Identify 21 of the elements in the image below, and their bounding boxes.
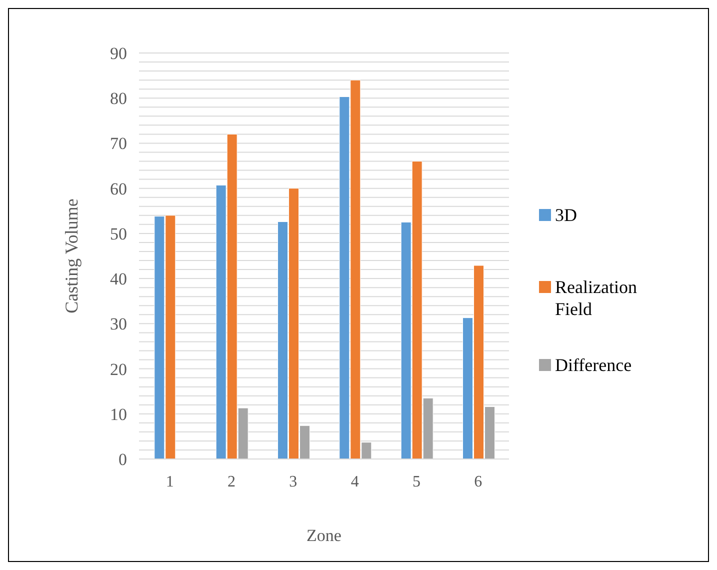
y-tick-label: 40 <box>110 270 127 289</box>
y-tick-label: 20 <box>110 360 127 379</box>
x-tick-label: 6 <box>474 473 482 490</box>
y-tick-label: 50 <box>110 224 127 244</box>
y-tick-label: 10 <box>110 404 127 424</box>
y-axis-title: Casting Volume <box>61 198 82 314</box>
x-tick-label: 3 <box>289 473 298 490</box>
y-tick-label: 60 <box>110 179 127 198</box>
y-tick-label: 70 <box>110 134 127 154</box>
legend-label: Difference <box>555 354 633 376</box>
x-tick-label: 1 <box>166 473 174 490</box>
x-tick-label: 4 <box>350 473 359 490</box>
x-tick-label: 2 <box>228 473 236 490</box>
x-tick-label: 5 <box>412 473 420 490</box>
legend-label: Realization Field <box>555 276 638 320</box>
y-tick-label: 30 <box>110 314 127 334</box>
legend-label: 3D <box>555 204 578 226</box>
y-tick-label: 80 <box>110 89 127 108</box>
y-tick-label: 0 <box>118 450 127 469</box>
y-tick-label: 90 <box>110 44 127 63</box>
x-axis-title: Zone <box>306 526 342 545</box>
